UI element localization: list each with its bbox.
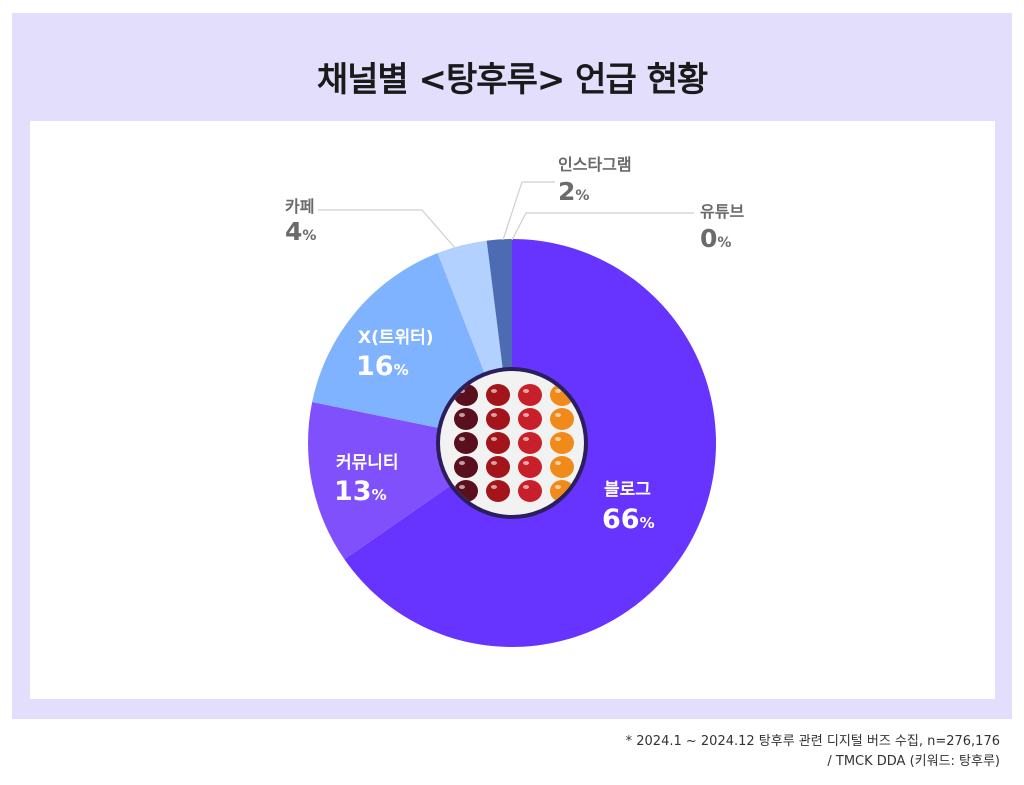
slice-value-label: 4% [285, 217, 316, 246]
footnote-credit: / TMCK DDA (키워드: 탕후루) [827, 754, 1000, 769]
footnote-source: * 2024.1 ~ 2024.12 탕후루 관련 디지털 버즈 수집, n=2… [625, 734, 1000, 749]
tanghulu-photo [440, 371, 584, 515]
slice-label: 카페 [285, 197, 314, 216]
slice-value-label: 0% [700, 224, 731, 253]
leader-line [511, 212, 694, 241]
slice-label: X(트위터) [358, 328, 434, 348]
leader-line [318, 209, 456, 249]
chart-title: 채널별 <탕후루> 언급 현황 [316, 60, 708, 100]
slice-value-label: 2% [558, 177, 589, 206]
slice-label: 커뮤니티 [336, 453, 399, 473]
slice-label: 인스타그램 [558, 155, 632, 174]
slice-label: 블로그 [604, 480, 651, 500]
slice-label: 유튜브 [700, 202, 744, 221]
leader-line [502, 181, 555, 241]
